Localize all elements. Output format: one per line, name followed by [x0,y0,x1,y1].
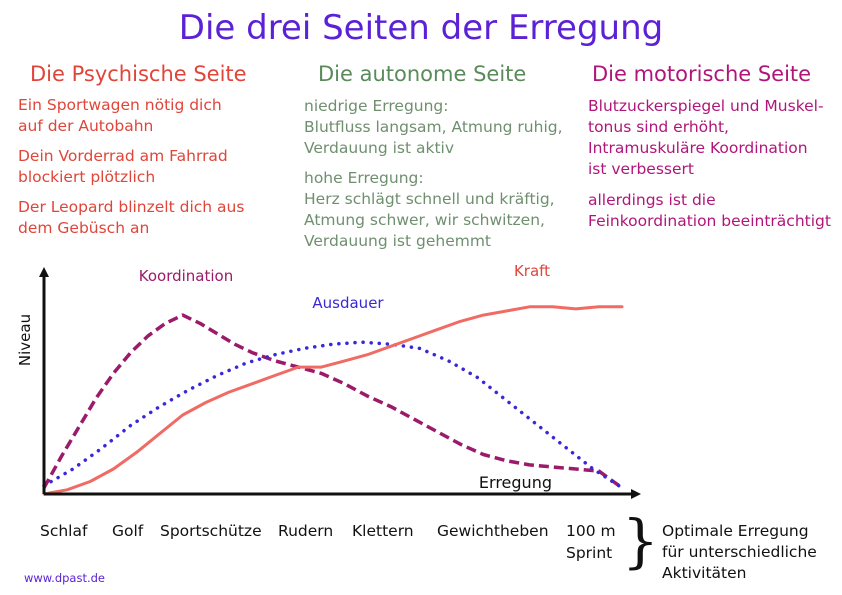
motor-line: allerdings ist die [588,191,716,209]
page-title: Die drei Seiten der Erregung [178,8,664,48]
series-label-koordination: Koordination [139,267,233,285]
optimal-note-line: Optimale Erregung [662,522,809,540]
motor-line: tonus sind erhöht, [588,118,729,136]
psych-paragraph: Ein Sportwagen nötig dich auf der Autoba… [18,95,222,137]
motor-heading: Die motorische Seite [592,62,812,86]
series-label-ausdauer: Ausdauer [312,294,384,312]
psych-paragraph: Der Leopard blinzelt dich aus dem Gebüsc… [18,197,244,239]
autonomic-line: Herz schlägt schnell und kräftig, [304,190,555,208]
website-link[interactable]: www.dpast.de [24,571,105,585]
series-line-koordination [42,313,624,490]
autonomic-line: Verdauung ist aktiv [304,139,455,157]
series-label-kraft: Kraft [514,262,550,280]
autonomic-line: Atmung schwer, wir schwitzen, [304,211,545,229]
activity-label: Rudern [278,522,334,540]
activity-label: Schlaf [40,522,88,540]
autonomic-line: Verdauung ist gehemmt [304,232,492,250]
x-axis-label: Erregung [479,473,552,492]
autonomic-line: hohe Erregung: [304,169,424,187]
autonomic-paragraph: niedrige Erregung: Blutfluss langsam, At… [304,96,563,159]
motor-paragraph: Blutzuckerspiegel und Muskel- tonus sind… [588,96,824,180]
motor-line: Intramuskuläre Koordination [588,139,808,157]
psych-heading: Die Psychische Seite [30,62,247,86]
activity-label: Golf [112,522,144,540]
motor-line: ist verbessert [588,160,694,178]
autonomic-line: niedrige Erregung: [304,97,449,115]
psych-line: dem Gebüsch an [18,219,150,237]
optimal-note-line: Aktivitäten [662,564,747,582]
motor-paragraph: allerdings ist die Feinkoordination beei… [588,190,831,232]
psych-line: blockiert plötzlich [18,168,156,186]
autonomic-heading: Die autonome Seite [318,62,527,86]
activity-label: Sprint [566,544,613,562]
activity-label: Gewichtheben [437,522,549,540]
psych-line: auf der Autobahn [18,117,154,135]
psych-line: Dein Vorderrad am Fahrrad [18,147,228,165]
y-axis-label: Niveau [16,314,34,366]
psych-line: Ein Sportwagen nötig dich [18,96,222,114]
psych-paragraph: Dein Vorderrad am Fahrrad blockiert plöt… [18,146,228,188]
activity-label: 100 m [566,522,616,540]
autonomic-line: Blutfluss langsam, Atmung ruhig, [304,118,563,136]
psych-line: Der Leopard blinzelt dich aus [18,198,245,216]
activity-label: Sportschütze [160,522,262,540]
activity-label: Klettern [352,522,414,540]
motor-line: Blutzuckerspiegel und Muskel- [588,97,824,115]
series-line-kraft [42,305,624,496]
optimal-note-line: für unterschiedliche [662,543,817,561]
brace-symbol: } [622,507,659,575]
autonomic-paragraph: hohe Erregung: Herz schlägt schnell und … [304,168,555,252]
motor-line: Feinkoordination beeinträchtigt [588,212,831,230]
series-layer [42,305,624,496]
